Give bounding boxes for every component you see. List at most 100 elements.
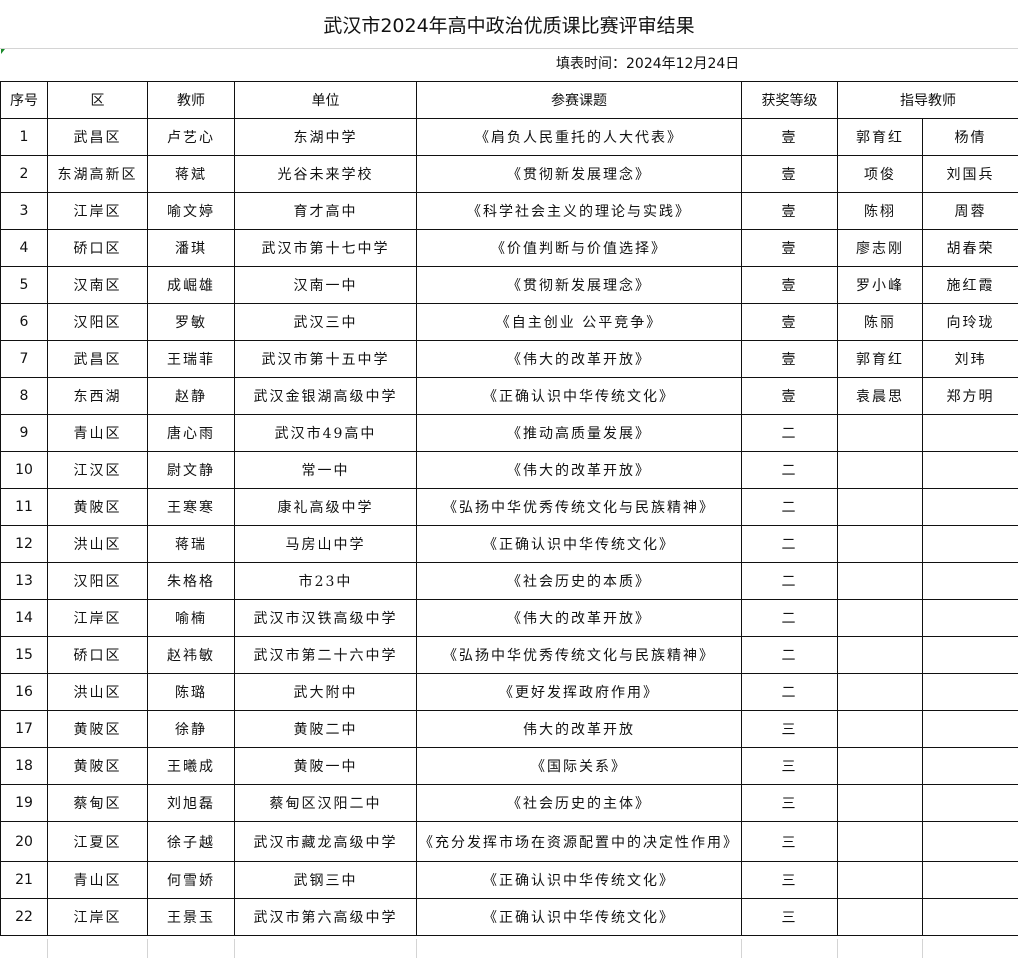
header-award[interactable]: 获奖等级 [741,81,838,119]
cell-index[interactable]: 12 [0,525,48,563]
cell-mentor-1[interactable] [837,414,923,452]
cell-school[interactable]: 黄陂一中 [234,747,417,785]
cell-award[interactable]: 壹 [741,266,838,304]
cell-award[interactable]: 三 [741,710,838,748]
cell-district[interactable]: 青山区 [47,414,148,452]
cell-district[interactable]: 黄陂区 [47,747,148,785]
cell-topic[interactable]: 《贯彻新发展理念》 [416,155,742,193]
cell-award[interactable]: 三 [741,861,838,899]
cell-mentor-1[interactable] [837,636,923,674]
cell-school[interactable]: 蔡甸区汉阳二中 [234,784,417,822]
cell-mentor-2[interactable] [922,451,1018,489]
cell-index[interactable]: 10 [0,451,48,489]
cell-district[interactable]: 洪山区 [47,673,148,711]
cell-award[interactable]: 壹 [741,118,838,156]
cell-mentor-2[interactable] [922,898,1018,936]
cell-index[interactable]: 20 [0,821,48,862]
cell-mentor-2[interactable] [922,673,1018,711]
cell-school[interactable]: 武汉市第十七中学 [234,229,417,267]
cell-topic[interactable]: 《弘扬中华优秀传统文化与民族精神》 [416,488,742,526]
cell-mentor-2[interactable]: 刘玮 [922,340,1018,378]
cell-district[interactable]: 武昌区 [47,340,148,378]
cell-award[interactable]: 三 [741,821,838,862]
cell-index[interactable]: 4 [0,229,48,267]
cell-topic[interactable]: 《正确认识中华传统文化》 [416,377,742,415]
cell-mentor-2[interactable] [922,599,1018,637]
cell-mentor-2[interactable]: 向玲珑 [922,303,1018,341]
cell-school[interactable]: 武钢三中 [234,861,417,899]
cell-award[interactable]: 壹 [741,340,838,378]
cell-topic[interactable]: 《伟大的改革开放》 [416,340,742,378]
cell-school[interactable]: 武汉市第六高级中学 [234,898,417,936]
cell-index[interactable]: 5 [0,266,48,304]
cell-mentor-1[interactable]: 郭育红 [837,118,923,156]
cell-teacher[interactable]: 徐子越 [147,821,235,862]
cell-index[interactable]: 17 [0,710,48,748]
cell-district[interactable]: 黄陂区 [47,710,148,748]
cell-district[interactable]: 汉阳区 [47,562,148,600]
cell-topic[interactable]: 《自主创业 公平竞争》 [416,303,742,341]
cell-mentor-2[interactable]: 胡春荣 [922,229,1018,267]
cell-mentor-1[interactable] [837,451,923,489]
cell-topic[interactable]: 《科学社会主义的理论与实践》 [416,192,742,230]
cell-award[interactable]: 壹 [741,155,838,193]
cell-topic[interactable]: 《社会历史的本质》 [416,562,742,600]
cell-teacher[interactable]: 王曦成 [147,747,235,785]
cell-index[interactable]: 9 [0,414,48,452]
cell-index[interactable]: 11 [0,488,48,526]
header-school[interactable]: 单位 [234,81,417,119]
cell-district[interactable]: 汉南区 [47,266,148,304]
cell-index[interactable]: 15 [0,636,48,674]
cell-mentor-2[interactable] [922,784,1018,822]
cell-district[interactable]: 江岸区 [47,599,148,637]
cell-topic[interactable]: 《社会历史的主体》 [416,784,742,822]
cell-topic[interactable]: 伟大的改革开放 [416,710,742,748]
header-index[interactable]: 序号 [0,81,48,119]
cell-topic[interactable]: 《弘扬中华优秀传统文化与民族精神》 [416,636,742,674]
cell-school[interactable]: 武汉三中 [234,303,417,341]
cell-district[interactable]: 江岸区 [47,192,148,230]
cell-award[interactable]: 壹 [741,303,838,341]
cell-index[interactable]: 6 [0,303,48,341]
cell-index[interactable]: 21 [0,861,48,899]
cell-topic[interactable]: 《伟大的改革开放》 [416,599,742,637]
cell-teacher[interactable]: 何雪娇 [147,861,235,899]
cell-mentor-2[interactable] [922,414,1018,452]
cell-topic[interactable]: 《肩负人民重托的人大代表》 [416,118,742,156]
cell-award[interactable]: 二 [741,525,838,563]
cell-school[interactable]: 东湖中学 [234,118,417,156]
cell-mentor-1[interactable] [837,898,923,936]
cell-index[interactable]: 13 [0,562,48,600]
cell-district[interactable]: 武昌区 [47,118,148,156]
cell-mentor-1[interactable] [837,562,923,600]
cell-award[interactable]: 三 [741,784,838,822]
cell-topic[interactable]: 《正确认识中华传统文化》 [416,861,742,899]
cell-teacher[interactable]: 刘旭磊 [147,784,235,822]
cell-school[interactable]: 光谷未来学校 [234,155,417,193]
cell-index[interactable]: 16 [0,673,48,711]
cell-mentor-2[interactable] [922,525,1018,563]
cell-mentor-1[interactable]: 项俊 [837,155,923,193]
cell-award[interactable]: 三 [741,747,838,785]
cell-topic[interactable]: 《推动高质量发展》 [416,414,742,452]
cell-mentor-2[interactable] [922,562,1018,600]
cell-topic[interactable]: 《更好发挥政府作用》 [416,673,742,711]
cell-school[interactable]: 武汉市49高中 [234,414,417,452]
cell-topic[interactable]: 《价值判断与价值选择》 [416,229,742,267]
cell-mentor-1[interactable] [837,488,923,526]
cell-mentor-2[interactable] [922,636,1018,674]
cell-district[interactable]: 洪山区 [47,525,148,563]
cell-district[interactable]: 蔡甸区 [47,784,148,822]
cell-index[interactable]: 1 [0,118,48,156]
cell-index[interactable]: 18 [0,747,48,785]
cell-mentor-2[interactable] [922,861,1018,899]
cell-award[interactable]: 壹 [741,229,838,267]
cell-mentor-1[interactable] [837,821,923,862]
cell-mentor-1[interactable]: 袁晨思 [837,377,923,415]
cell-award[interactable]: 二 [741,451,838,489]
cell-mentor-1[interactable]: 郭育红 [837,340,923,378]
cell-district[interactable]: 东湖高新区 [47,155,148,193]
cell-mentor-1[interactable]: 廖志刚 [837,229,923,267]
cell-award[interactable]: 二 [741,414,838,452]
cell-mentor-2[interactable]: 郑方明 [922,377,1018,415]
